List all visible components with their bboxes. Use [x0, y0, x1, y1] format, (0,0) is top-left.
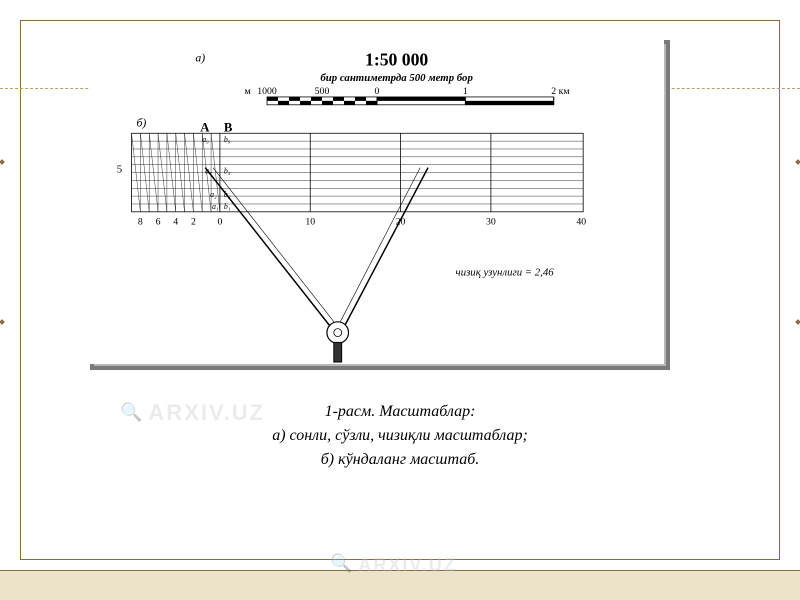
- xtick: 8: [138, 217, 143, 228]
- xtick: 2: [191, 217, 196, 228]
- transversal-scale: [132, 133, 584, 212]
- a-label: а₁: [212, 202, 219, 211]
- scale-verbal: бир сантиметрда 500 метр бор: [320, 72, 473, 84]
- divider-compass: [205, 168, 428, 362]
- tick-label: 1: [463, 86, 468, 97]
- a-label: а₉: [202, 135, 209, 144]
- panel-b-label: б): [136, 116, 146, 129]
- caption-line: б) кўндаланг масштаб.: [0, 448, 800, 472]
- xtick: 10: [305, 217, 315, 228]
- tick-label: 0: [375, 86, 380, 97]
- b-label: b₅: [224, 167, 231, 176]
- xtick: 30: [486, 217, 496, 228]
- b-label: b₉: [224, 135, 231, 144]
- caption-line: а) сонли, сўзли, чизиқли масштаблар;: [0, 424, 800, 448]
- side-decor: [0, 319, 5, 325]
- b-label: b₁: [224, 202, 231, 211]
- xtick: 40: [576, 217, 586, 228]
- point-A: А: [200, 120, 210, 134]
- caption-line: 1-расм. Масштаблар:: [0, 400, 800, 424]
- unit-left: м: [244, 86, 250, 97]
- length-note: чизиқ узунлиги = 2,46: [456, 267, 555, 279]
- watermark: 🔍ARXIV.UZ: [330, 555, 457, 576]
- xtick: 0: [217, 217, 222, 228]
- point-B: В: [224, 120, 233, 134]
- side-decor: [0, 159, 5, 165]
- unit-right: км: [559, 86, 570, 97]
- scale-ratio: 1:50 000: [365, 50, 428, 70]
- tick-label: 1000: [257, 86, 277, 97]
- scale-diagram: а) 1:50 000 бир сантиметрда 500 метр бор…: [90, 40, 664, 364]
- linear-scale-bar: [267, 97, 554, 105]
- panel-a-label: а): [195, 52, 205, 65]
- figure-panel: а) 1:50 000 бир сантиметрда 500 метр бор…: [90, 40, 670, 370]
- tick-label: 500: [315, 86, 330, 97]
- xtick: 4: [173, 217, 178, 228]
- a-label: а₂: [210, 190, 217, 199]
- side-decor: [795, 159, 800, 165]
- xtick: 6: [156, 217, 161, 228]
- tick-label: 2: [551, 86, 556, 97]
- left-axis-5: 5: [117, 164, 122, 176]
- figure-caption: 1-расм. Масштаблар: а) сонли, сўзли, чиз…: [0, 400, 800, 472]
- side-decor: [795, 319, 800, 325]
